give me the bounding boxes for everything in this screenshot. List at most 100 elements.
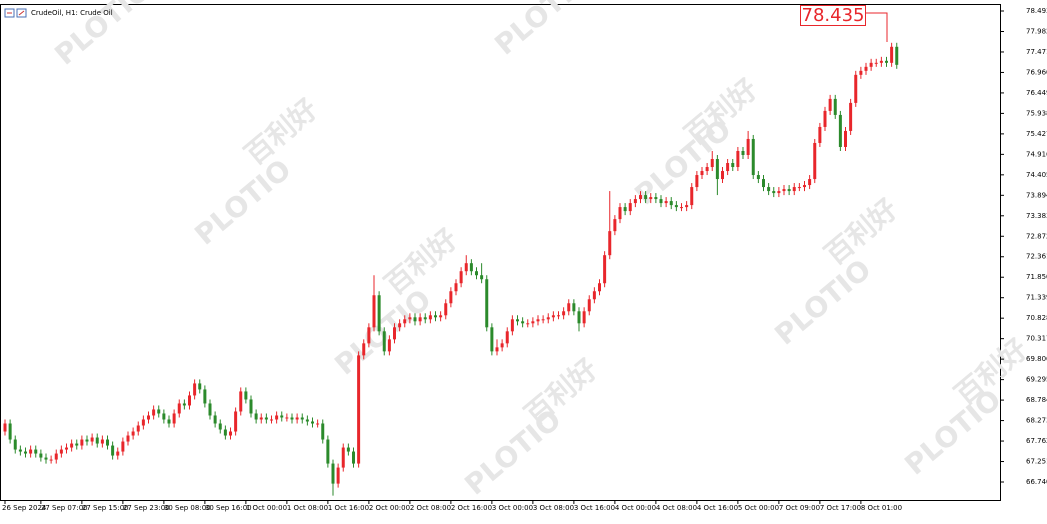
candle-body [644,195,648,200]
x-tick-label: 5 Oct 00:00 [738,504,779,512]
x-tick-label: 1 Oct 08:00 [287,504,328,512]
candle-body [721,171,724,180]
candle-body [188,395,191,406]
candle-body [500,343,504,348]
candle-body [808,179,812,186]
candle-body [628,203,632,212]
candle-body [659,199,663,204]
candle-body [510,319,514,332]
candle-body [874,62,878,64]
candle-body [567,303,571,312]
candle-body [777,191,781,194]
candle-body [280,415,284,418]
candle-body [65,447,68,450]
annotation-text: 78.435 [802,5,865,26]
x-tick-label: 3 Oct 16:00 [574,504,615,512]
candle-body [44,457,48,460]
watermark: PLOTIO [488,0,597,61]
x-tick-label: 1 Oct 16:00 [328,504,369,512]
candle-body [198,383,202,390]
watermark: PLOTIO [898,383,1007,482]
x-tick-label: 4 Oct 08:00 [656,504,697,512]
candle-body [398,323,402,328]
candle-body [95,437,99,444]
candle-body [326,439,330,464]
candle-body [654,197,658,200]
candle-body [106,439,109,446]
candle-body [782,189,786,192]
candle-body [208,403,212,416]
candle-body [464,263,468,272]
candle-body [193,383,197,396]
watermark: PLOTIO [188,153,297,252]
x-tick-label: 30 Sep 16:00 [205,504,252,512]
candle-body [490,327,494,352]
candle-body [475,271,478,276]
y-tick-label: 72.361 [1026,253,1047,261]
candle-body [838,114,842,147]
y-tick-label: 71.850 [1026,273,1047,281]
y-tick-label: 72.872 [1026,232,1047,240]
y-tick-label: 66.740 [1026,478,1047,486]
candle-body [454,283,458,292]
candle-body [316,423,320,425]
candle-body [234,411,238,432]
candle-body [449,291,453,304]
plot-frame [0,4,1001,501]
candle-body [239,391,243,412]
candle-body [413,317,417,322]
candle-body [736,150,740,168]
symbol-icon [4,8,27,18]
candle-body [715,159,719,180]
candle-body [223,429,227,436]
candle-body [608,231,612,256]
candle-body [526,323,530,325]
candle-body [90,437,94,442]
candle-body [521,321,525,324]
candle-body [372,295,376,328]
candle-body [516,319,519,322]
candle-body [3,423,7,432]
candle-body [746,138,750,155]
chart-title: CrudeOil, H1: Crude Oil [31,9,113,17]
candle-body [336,467,340,484]
candle-body [828,98,832,111]
y-tick-label: 71.339 [1026,294,1047,302]
candle-body [833,98,837,115]
candle-body [70,443,74,448]
candle-body [403,319,407,324]
y-tick-label: 67.251 [1026,458,1047,466]
candle-body [229,431,232,436]
x-tick-label: 3 Oct 00:00 [492,504,533,512]
watermark: PLOTIO [768,253,877,352]
candle-body [572,303,576,312]
candle-body [869,62,873,67]
candle-body [700,171,704,176]
x-tick-label: 27 Sep 07:00 [41,504,88,512]
candle-body [428,315,432,320]
annotation-box [800,5,866,26]
candle-body [485,279,489,328]
candle-body [664,201,668,204]
candle-body [459,271,463,284]
candle-body [787,189,791,192]
x-tick-label: 7 Oct 17:00 [820,504,861,512]
y-tick-label: 74.916 [1026,150,1047,158]
candle-body [162,413,166,420]
x-tick-label: 7 Oct 09:00 [779,504,820,512]
candle-body [321,423,325,440]
candle-body [680,207,683,209]
candle-body [285,417,289,419]
x-tick-label: 3 Oct 08:00 [533,504,574,512]
candle-body [813,142,817,180]
candle-body [393,327,396,340]
candle-body [254,413,258,420]
price-annotation: 78.435 [800,5,888,42]
candle-body [29,449,33,454]
candle-body [203,389,207,404]
candle-body [741,150,745,155]
candle-body [844,130,847,147]
candle-body [690,187,694,206]
candle-body [362,343,366,356]
candle-body [613,219,617,232]
